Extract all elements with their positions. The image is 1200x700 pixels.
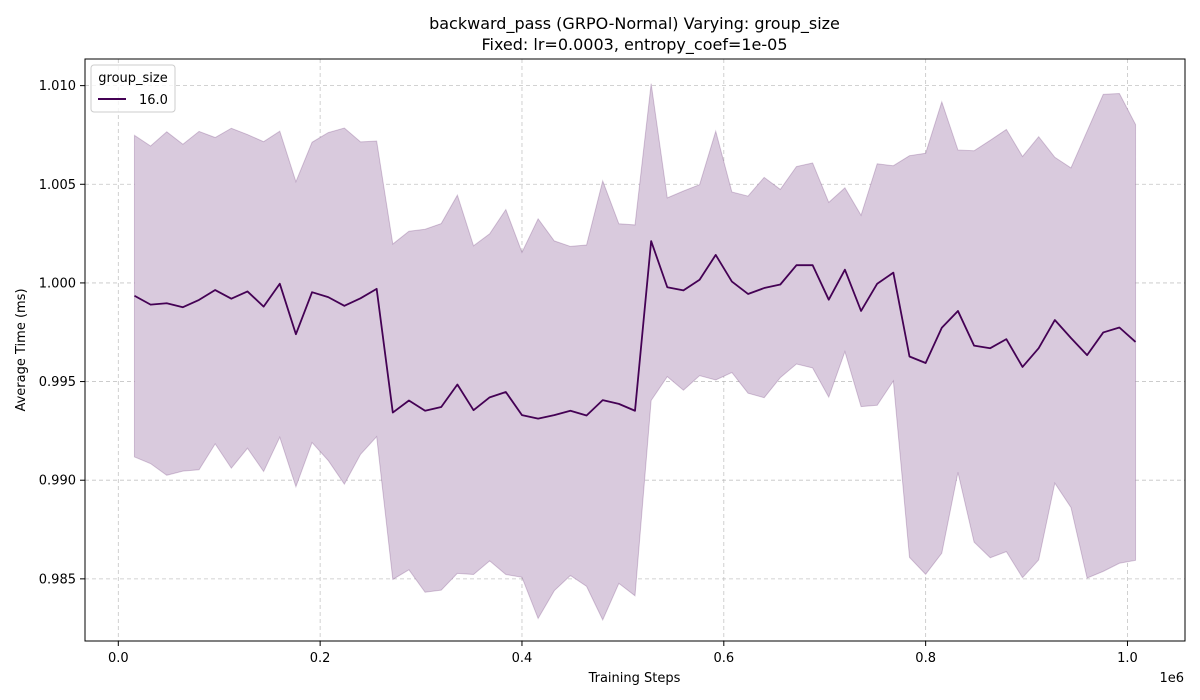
y-axis-ticks: 0.985 0.990 0.995 1.000 1.005 1.010 [39, 79, 85, 587]
legend-box [90, 64, 176, 113]
y-tick-label: 0.990 [39, 474, 76, 489]
x-tick-label: 0.6 [713, 651, 734, 666]
y-tick-label: 0.985 [39, 572, 76, 587]
x-axis-ticks: 0.0 0.2 0.4 0.6 0.8 1.0 [108, 641, 1138, 666]
x-tick-label: 0.0 [108, 651, 129, 666]
chart-title: backward_pass (GRPO-Normal) Varying: gro… [429, 14, 840, 34]
confidence-band [133, 83, 1137, 622]
x-axis-offset-label: 1e6 [1159, 671, 1184, 686]
x-tick-label: 0.4 [512, 651, 533, 666]
series-lines [134, 240, 1137, 420]
mean-line [134, 240, 1137, 420]
y-axis-label: Average Time (ms) [14, 288, 29, 411]
y-tick-label: 0.995 [39, 375, 76, 390]
y-tick-label: 1.005 [39, 178, 76, 193]
plot-frame [84, 58, 1186, 642]
legend-label-16: 16.0 [139, 93, 168, 108]
legend-title: group_size [98, 71, 167, 86]
x-tick-label: 1.0 [1117, 651, 1138, 666]
x-tick-label: 0.2 [310, 651, 331, 666]
y-tick-label: 1.010 [39, 79, 76, 94]
x-tick-label: 0.8 [915, 651, 936, 666]
y-tick-label: 1.000 [39, 276, 76, 291]
x-axis-label: Training Steps [588, 671, 681, 686]
confidence-bands [133, 83, 1137, 622]
chart-subtitle: Fixed: lr=0.0003, entropy_coef=1e-05 [481, 35, 787, 55]
legend: group_size 16.0 [90, 64, 176, 113]
